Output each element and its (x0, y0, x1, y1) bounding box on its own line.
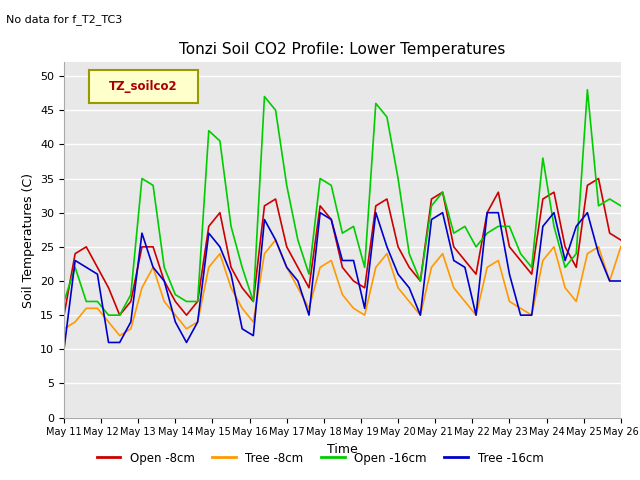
FancyBboxPatch shape (89, 70, 198, 103)
Tree -8cm (450, 285, 458, 291)
Tree -16cm (60, 347, 68, 352)
Line: Tree -8cm: Tree -8cm (64, 240, 621, 336)
Tree -16cm (606, 278, 614, 284)
Open -16cm (194, 299, 202, 304)
Open -8cm (428, 196, 435, 202)
Tree -16cm (227, 271, 235, 277)
Open -16cm (439, 189, 447, 195)
Open -8cm (606, 230, 614, 236)
Open -16cm (105, 312, 113, 318)
Tree -8cm (272, 237, 280, 243)
Text: No data for f_T2_TC3: No data for f_T2_TC3 (6, 14, 123, 25)
Tree -8cm (617, 244, 625, 250)
Tree -8cm (60, 326, 68, 332)
Tree -16cm (238, 326, 246, 332)
Tree -8cm (250, 319, 257, 325)
Tree -16cm (316, 210, 324, 216)
Tree -8cm (238, 305, 246, 311)
Tree -16cm (472, 312, 480, 318)
Open -16cm (250, 299, 257, 304)
Tree -16cm (439, 210, 447, 216)
Title: Tonzi Soil CO2 Profile: Lower Temperatures: Tonzi Soil CO2 Profile: Lower Temperatur… (179, 42, 506, 57)
Tree -8cm (483, 264, 491, 270)
Text: TZ_soilco2: TZ_soilco2 (109, 80, 178, 93)
Tree -16cm (617, 278, 625, 284)
Open -8cm (60, 312, 68, 318)
Open -16cm (617, 203, 625, 209)
Open -8cm (238, 285, 246, 291)
Open -16cm (584, 87, 591, 93)
Open -16cm (60, 299, 68, 304)
Legend: Open -8cm, Tree -8cm, Open -16cm, Tree -16cm: Open -8cm, Tree -8cm, Open -16cm, Tree -… (92, 447, 548, 469)
Open -16cm (606, 196, 614, 202)
Open -8cm (182, 312, 190, 318)
Open -8cm (227, 264, 235, 270)
Line: Open -16cm: Open -16cm (64, 90, 621, 315)
Y-axis label: Soil Temperatures (C): Soil Temperatures (C) (22, 172, 35, 308)
Line: Open -8cm: Open -8cm (64, 179, 621, 315)
Tree -8cm (116, 333, 124, 338)
Line: Tree -16cm: Tree -16cm (64, 213, 621, 349)
Open -8cm (595, 176, 602, 181)
Open -8cm (461, 258, 468, 264)
Open -16cm (472, 244, 480, 250)
Tree -16cm (182, 339, 190, 345)
Open -8cm (617, 237, 625, 243)
Tree -8cm (194, 319, 202, 325)
X-axis label: Time: Time (327, 443, 358, 456)
Tree -8cm (606, 278, 614, 284)
Open -16cm (238, 264, 246, 270)
